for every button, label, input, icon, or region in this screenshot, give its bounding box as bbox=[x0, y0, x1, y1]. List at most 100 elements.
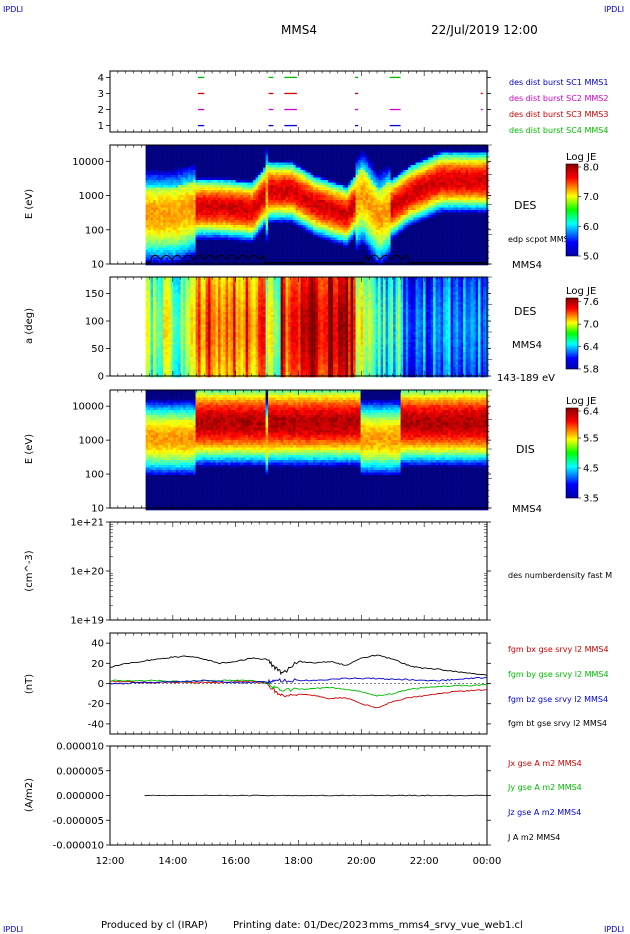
spectrogram-cell bbox=[210, 190, 214, 193]
spectrogram-cell bbox=[293, 150, 296, 153]
spectrogram-cell bbox=[163, 227, 166, 231]
spectrogram-cell bbox=[153, 192, 156, 196]
spectrogram-cell bbox=[250, 150, 254, 153]
spectrogram-cell bbox=[395, 175, 399, 178]
spectrogram-cell bbox=[265, 167, 269, 171]
spectrogram-cell bbox=[298, 192, 301, 196]
spectrogram-cell bbox=[340, 215, 344, 218]
spectrogram-cell bbox=[273, 230, 276, 233]
spectrogram-cell bbox=[375, 157, 379, 161]
spectrogram-cell bbox=[315, 232, 319, 236]
spectrogram-cell bbox=[250, 240, 254, 243]
spectrogram-cell bbox=[210, 200, 214, 203]
spectrogram-cell bbox=[270, 182, 274, 186]
spectrogram-cell bbox=[265, 245, 269, 248]
spectrogram-cell bbox=[358, 170, 361, 173]
spectrogram-cell bbox=[173, 172, 176, 176]
spectrogram-cell bbox=[305, 197, 309, 201]
spectrogram-cell bbox=[318, 217, 321, 221]
spectrogram-cell bbox=[213, 250, 216, 253]
spectrogram-cell bbox=[210, 152, 214, 156]
spectrogram-cell bbox=[355, 202, 359, 206]
spectrogram-cell bbox=[383, 207, 386, 211]
spectrogram-cell bbox=[258, 197, 261, 201]
spectrogram-cell bbox=[280, 220, 284, 223]
spectrogram-cell bbox=[370, 165, 374, 168]
spectrogram-cell bbox=[188, 210, 191, 213]
spectrogram-cell bbox=[145, 205, 149, 208]
spectrogram-cell bbox=[398, 145, 401, 148]
spectrogram-cell bbox=[390, 227, 394, 231]
spectrogram-cell bbox=[305, 230, 309, 233]
spectrogram-cell bbox=[265, 197, 269, 201]
spectrogram-cell bbox=[375, 170, 379, 173]
spectrogram-cell bbox=[363, 160, 366, 163]
spectrogram-cell bbox=[330, 155, 334, 158]
spectrogram-cell bbox=[148, 172, 151, 176]
spectrogram-cell bbox=[195, 257, 199, 261]
spectrogram-cell bbox=[243, 162, 246, 166]
spectrogram-cell bbox=[348, 235, 351, 238]
spectrogram-cell bbox=[343, 245, 346, 248]
spectrogram-cell bbox=[145, 237, 149, 241]
spectrogram-cell bbox=[350, 205, 354, 208]
spectrogram-cell bbox=[375, 205, 379, 208]
spectrogram-cell bbox=[353, 167, 356, 171]
spectrogram-cell bbox=[325, 167, 329, 171]
spectrogram-cell bbox=[343, 247, 346, 251]
spectrogram-cell bbox=[278, 195, 281, 198]
spectrogram-cell bbox=[228, 207, 231, 211]
spectrogram-cell bbox=[295, 212, 299, 216]
spectrogram-cell bbox=[185, 147, 189, 151]
spectrogram-cell bbox=[208, 157, 211, 161]
spectrogram-cell bbox=[333, 250, 336, 253]
spectrogram-cell bbox=[263, 225, 266, 228]
spectrogram-cell bbox=[395, 250, 399, 253]
spectrogram-cell bbox=[170, 237, 174, 241]
spectrogram-cell bbox=[220, 257, 224, 261]
spectrogram-cell bbox=[200, 242, 204, 246]
spectrogram-cell bbox=[180, 160, 184, 163]
spectrogram-cell bbox=[340, 145, 344, 148]
spectrogram-cell bbox=[178, 205, 181, 208]
spectrogram-cell bbox=[193, 200, 196, 203]
spectrogram-cell bbox=[250, 242, 254, 246]
spectrogram-cell bbox=[368, 237, 371, 241]
spectrogram-cell bbox=[158, 170, 161, 173]
spectrogram-cell bbox=[183, 170, 186, 173]
spectrogram-cell bbox=[333, 195, 336, 198]
spectrogram-cell bbox=[348, 237, 351, 241]
spectrogram-cell bbox=[380, 190, 384, 193]
spectrogram-cell bbox=[215, 245, 219, 248]
spectrogram-cell bbox=[343, 212, 346, 216]
spectrogram-cell bbox=[145, 182, 149, 186]
spectrogram-cell bbox=[343, 242, 346, 246]
spectrogram-cell bbox=[340, 255, 344, 258]
spectrogram-cell bbox=[225, 215, 229, 218]
spectrogram-cell bbox=[158, 245, 161, 248]
spectrogram-cell bbox=[223, 167, 226, 171]
spectrogram-cell bbox=[293, 157, 296, 161]
spectrogram-cell bbox=[395, 202, 399, 206]
spectrogram-cell bbox=[378, 157, 381, 161]
spectrogram-cell bbox=[353, 155, 356, 158]
spectrogram-cell bbox=[338, 237, 341, 241]
spectrogram-cell bbox=[340, 205, 344, 208]
spectrogram-cell bbox=[313, 197, 316, 201]
spectrogram-cell bbox=[200, 172, 204, 176]
spectrogram-cell bbox=[198, 240, 201, 243]
spectrogram-cell bbox=[218, 242, 221, 246]
spectrogram-cell bbox=[278, 207, 281, 211]
spectrogram-cell bbox=[183, 167, 186, 171]
spectrogram-cell bbox=[228, 247, 231, 251]
spectrogram-cell bbox=[370, 195, 374, 198]
spectrogram-cell bbox=[315, 162, 319, 166]
spectrogram-cell bbox=[153, 237, 156, 241]
spectrogram-cell bbox=[275, 227, 279, 231]
spectrogram-cell bbox=[160, 242, 164, 246]
spectrogram-cell bbox=[265, 247, 269, 251]
spectrogram-cell bbox=[268, 167, 271, 171]
spectrogram-cell bbox=[313, 252, 316, 256]
spectrogram-cell bbox=[230, 150, 234, 153]
spectrogram-cell bbox=[193, 212, 196, 216]
